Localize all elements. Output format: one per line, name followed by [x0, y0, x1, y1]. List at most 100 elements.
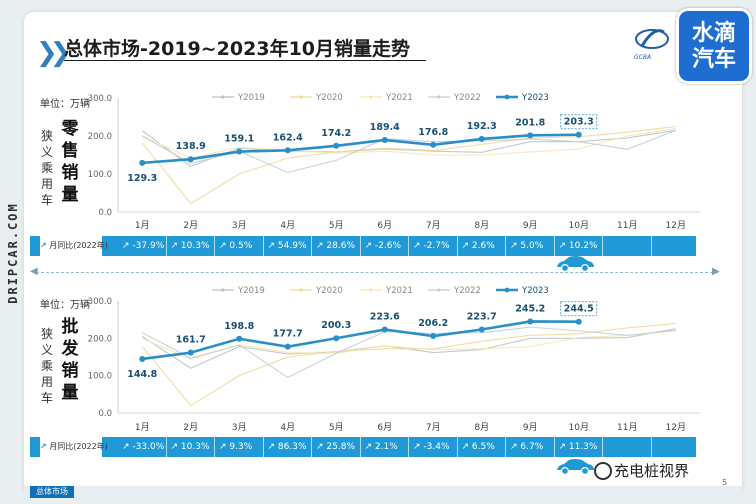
wholesale-x-tick-label: 5月 — [329, 422, 344, 433]
retail-data-point — [575, 131, 582, 138]
retail-legend-label: Y2019 — [237, 93, 265, 103]
wholesale-yoy-empty-cell — [652, 437, 700, 457]
wholesale-legend-marker — [299, 288, 303, 292]
wholesale-y-tick-label: 0.0 — [98, 409, 112, 419]
retail-legend-marker — [369, 95, 373, 99]
retail-data-label: 203.3 — [564, 117, 594, 128]
brand-logo-line2: 汽车 — [691, 47, 736, 72]
wechat-icon — [594, 462, 612, 480]
vertical-subtitle-top: 狭义乘用车 — [40, 129, 53, 207]
retail-x-tick-label: 4月 — [280, 220, 295, 231]
retail-data-point — [284, 147, 291, 154]
wholesale-yoy-cell: ↗ 9.3% — [215, 437, 264, 457]
wholesale-legend-label: Y2022 — [453, 286, 481, 296]
retail-data-point — [430, 141, 437, 148]
retail-data-label: 176.8 — [418, 127, 448, 138]
retail-data-point — [478, 135, 485, 142]
car-icon — [557, 256, 594, 272]
wholesale-legend-marker — [504, 287, 510, 293]
retail-yoy-cell: ↗ 28.6% — [312, 236, 361, 256]
retail-yoy-cell: ↗ -2.6% — [361, 236, 409, 256]
association-logo-text: GCBA — [634, 54, 652, 61]
wholesale-data-point — [139, 355, 146, 362]
divider-left-arrow-icon: ◀ — [30, 266, 38, 277]
retail-legend-label: Y2023 — [521, 93, 549, 103]
wholesale-legend-label: Y2020 — [315, 286, 343, 296]
vertical-subtitle-bottom: 狭义乘用车 — [40, 327, 53, 405]
wholesale-x-tick-label: 11月 — [617, 422, 637, 433]
retail-data-label: 138.9 — [176, 141, 206, 152]
retail-data-label: 201.8 — [515, 117, 545, 128]
wholesale-yoy-cell: ↗ 10.3% — [167, 437, 215, 457]
retail-yoy-cell: ↗ 0.5% — [215, 236, 264, 256]
retail-yoy-empty-cell — [652, 236, 700, 256]
retail-legend-marker — [437, 95, 441, 99]
wholesale-legend-marker — [437, 288, 441, 292]
retail-yoy-cell: ↗ 10.2% — [555, 236, 603, 256]
yoy-label-text-bottom: 月同比(2022年) — [49, 442, 108, 451]
retail-yoy-cell: ↗ -37.9% — [118, 236, 167, 256]
retail-legend-marker — [504, 94, 510, 100]
wholesale-data-point — [527, 318, 534, 325]
wholesale-data-point — [284, 343, 291, 350]
wholesale-data-label: 206.2 — [418, 318, 448, 329]
brand-logo-line1: 水滴 — [691, 21, 736, 46]
retail-data-point — [527, 132, 534, 139]
retail-y-tick-label: 300.0 — [88, 94, 112, 104]
footer-bar — [24, 486, 742, 500]
wholesale-yoy-cell: ↗ 11.3% — [555, 437, 603, 457]
wholesale-yoy-cell: ↗ -3.4% — [409, 437, 458, 457]
wholesale-yoy-cell: ↗ 6.5% — [458, 437, 506, 457]
retail-y-tick-label: 100.0 — [88, 170, 112, 180]
wholesale-x-tick-label: 10月 — [569, 422, 589, 433]
association-logo: GCBA — [632, 24, 672, 64]
wholesale-y-tick-label: 300.0 — [88, 297, 112, 307]
retail-highlight-box — [560, 114, 598, 130]
wholesale-yoy-cell: ↗ 2.1% — [361, 437, 409, 457]
retail-yoy-cell: ↗ 2.6% — [458, 236, 506, 256]
retail-data-point — [139, 159, 146, 166]
retail-yoy-cell: ↗ 54.9% — [264, 236, 312, 256]
retail-series-line-Y2019 — [141, 129, 676, 168]
wholesale-x-tick-label: 1月 — [135, 422, 150, 433]
wholesale-data-label: 144.8 — [127, 369, 157, 380]
wholesale-data-label: 161.7 — [176, 335, 206, 346]
wholesale-data-point — [478, 326, 485, 333]
wholesale-x-tick-label: 2月 — [183, 422, 198, 433]
retail-y-tick-label: 0.0 — [98, 208, 112, 218]
wholesale-data-label: 244.5 — [564, 304, 594, 315]
trend-icon: ↗ — [40, 241, 47, 250]
wholesale-series-line-Y2020 — [141, 322, 676, 407]
retail-yoy-cell: ↗ 5.0% — [506, 236, 555, 256]
retail-x-tick-label: 12月 — [666, 220, 686, 231]
retail-x-tick-label: 11月 — [617, 220, 637, 231]
brand-logo: 水滴 汽车 — [676, 8, 752, 84]
retail-data-label: 129.3 — [127, 173, 157, 184]
retail-series-line-Y2020 — [141, 125, 676, 205]
footer-tab[interactable]: 总体市场 — [30, 486, 74, 498]
wholesale-data-label: 223.6 — [370, 312, 400, 323]
page-title: 总体市场-2019~2023年10月销量走势 — [64, 38, 411, 60]
page-number: 5 — [722, 478, 728, 487]
wholesale-series-line-Y2023 — [142, 320, 579, 361]
retail-data-label: 174.2 — [321, 128, 351, 139]
retail-data-point — [333, 142, 340, 149]
retail-data-point — [381, 137, 388, 144]
vertical-title-bottom: 批发销量 — [61, 317, 79, 403]
title-underline — [64, 60, 426, 61]
wholesale-y-tick-label: 100.0 — [88, 372, 112, 382]
retail-y-tick-label: 200.0 — [88, 132, 112, 142]
retail-yoy-cell: ↗ -2.7% — [409, 236, 458, 256]
section-divider — [36, 272, 718, 274]
unit-label-top: 单位：万辆 — [40, 99, 90, 110]
yoy-label-top: ↗ 月同比(2022年) — [40, 236, 108, 256]
yoy-band-top — [30, 236, 696, 256]
retail-data-label: 162.4 — [273, 132, 303, 143]
wholesale-legend-marker — [369, 288, 373, 292]
wholesale-data-point — [187, 349, 194, 356]
swoosh-icon — [635, 29, 669, 49]
wholesale-series-line-Y2021 — [142, 330, 676, 360]
wholesale-x-tick-label: 6月 — [377, 422, 392, 433]
retail-legend-label: Y2022 — [453, 93, 481, 103]
